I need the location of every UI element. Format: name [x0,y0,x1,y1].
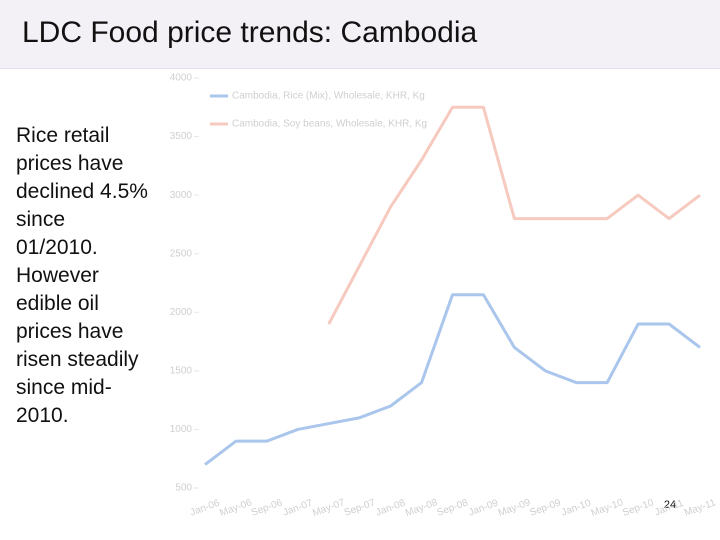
header-band: LDC Food price trends: Cambodia [0,0,720,69]
slide-text: Rice retail prices have declined 4.5% si… [16,124,148,427]
y-tick-label: 3500 [170,131,193,142]
legend-label: Cambodia, Soy beans, Wholesale, KHR, Kg [232,119,427,130]
series-line [204,293,701,466]
x-tick-label: Jan-06 [189,498,222,519]
y-tick-label: 1500 [170,365,193,376]
series-line [327,105,701,325]
y-tick-label: 1000 [170,424,193,435]
y-tick-label: 2000 [170,307,193,318]
x-tick-label: May-08 [404,497,440,519]
x-tick-label: Jan-09 [467,498,500,519]
x-tick-label: May-09 [497,497,533,519]
x-tick-label: Sep-10 [621,497,655,519]
x-tick-label: Sep-08 [436,497,470,519]
x-tick-label: Jan-08 [374,498,407,519]
x-tick-label: Sep-07 [343,497,377,519]
page-number: 24 [664,499,676,511]
y-tick-label: 2500 [170,248,193,259]
y-tick-label: 500 [175,483,192,494]
x-tick-label: May-11 [683,497,718,519]
x-tick-label: Jan-07 [282,498,315,519]
x-tick-label: Jan-10 [560,498,593,519]
y-tick-label: 3000 [170,190,193,201]
legend-label: Cambodia, Rice (Mix), Wholesale, KHR, Kg [232,91,425,102]
x-tick-label: Sep-09 [528,497,562,519]
x-tick-label: May-10 [590,497,626,519]
x-tick-label: May-06 [218,497,254,519]
x-tick-label: May-07 [311,497,347,519]
x-tick-label: Sep-06 [250,497,284,519]
slide-title: LDC Food price trends: Cambodia [22,16,478,49]
y-tick-label: 4000 [170,73,193,84]
